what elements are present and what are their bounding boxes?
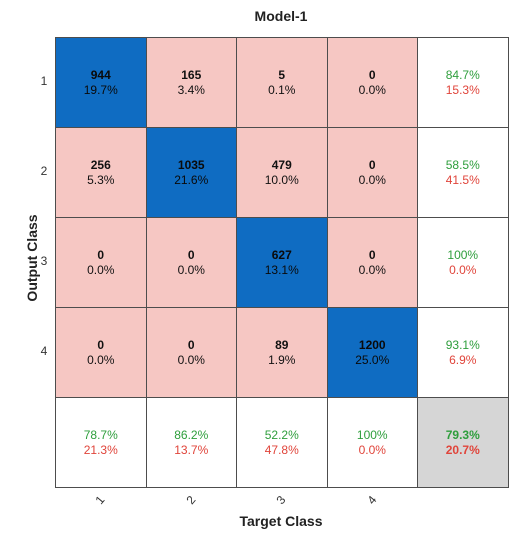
row-wrong-percent: 6.9% [449,352,477,367]
cell-count: 944 [90,67,111,82]
matrix-cell: 627 13.1% [236,217,328,308]
cell-percent: 21.6% [174,172,209,187]
cell-count: 479 [271,157,292,172]
column-wrong-percent: 13.7% [174,442,209,457]
cell-percent: 0.1% [268,82,296,97]
matrix-cell: 89 1.9% [236,307,328,398]
x-tick-label: 3 [273,492,289,508]
cell-percent: 5.3% [87,172,115,187]
y-tick-label: 1 [40,74,48,88]
row-wrong-percent: 0.0% [449,262,477,277]
column-correct-percent: 78.7% [83,427,118,442]
matrix-cell: 0 0.0% [145,307,237,398]
cell-count: 89 [275,337,289,352]
column-wrong-percent: 47.8% [264,442,299,457]
cell-count: 627 [271,247,292,262]
cell-count: 0 [187,247,195,262]
cell-percent: 0.0% [177,262,205,277]
x-tick-label: 4 [364,492,380,508]
cell-count: 1035 [177,157,205,172]
matrix-cell: 0 0.0% [145,217,237,308]
row-correct-percent: 58.5% [445,157,480,172]
cell-count: 0 [368,157,376,172]
column-correct-percent: 52.2% [264,427,299,442]
overall-accuracy-cell: 79.3% 20.7% [417,397,509,488]
y-tick-label: 3 [40,254,48,268]
cell-count: 165 [181,67,202,82]
cell-count: 256 [90,157,111,172]
cell-count: 0 [187,337,195,352]
row-correct-percent: 93.1% [445,337,480,352]
column-summary-cell: 100% 0.0% [326,397,418,488]
column-wrong-percent: 0.0% [358,442,386,457]
row-correct-percent: 100% [447,247,479,262]
cell-count: 0 [368,247,376,262]
y-tick-label: 4 [40,344,48,358]
row-summary-cell: 100% 0.0% [417,217,509,308]
x-axis-label: Target Class [239,513,323,529]
cell-percent: 0.0% [358,172,386,187]
row-wrong-percent: 41.5% [445,172,480,187]
matrix-cell: 5 0.1% [236,37,328,128]
x-tick-label: 1 [92,492,108,508]
cell-percent: 0.0% [87,352,115,367]
cell-percent: 0.0% [177,352,205,367]
cell-count: 0 [368,67,376,82]
cell-percent: 3.4% [177,82,205,97]
matrix-cell: 0 0.0% [55,307,147,398]
matrix-cell: 0 0.0% [326,217,418,308]
matrix-cell: 479 10.0% [236,127,328,218]
column-summary-cell: 86.2% 13.7% [145,397,237,488]
row-summary-cell: 93.1% 6.9% [417,307,509,398]
cell-count: 1200 [358,337,386,352]
matrix-cell: 256 5.3% [55,127,147,218]
cell-percent: 0.0% [87,262,115,277]
overall-correct-percent: 79.3% [445,427,480,442]
matrix-cell: 165 3.4% [145,37,237,128]
chart-title: Model-1 [254,8,308,24]
cell-percent: 10.0% [264,172,299,187]
cell-percent: 13.1% [264,262,299,277]
cell-count: 0 [97,337,105,352]
matrix-cell: 944 19.7% [55,37,147,128]
column-correct-percent: 100% [356,427,388,442]
matrix-cell: 0 0.0% [55,217,147,308]
cell-percent: 1.9% [268,352,296,367]
y-tick-label: 2 [40,164,48,178]
cell-count: 5 [278,67,286,82]
cell-percent: 19.7% [83,82,118,97]
matrix-cell: 1035 21.6% [145,127,237,218]
cell-count: 0 [97,247,105,262]
matrix-cell: 0 0.0% [326,127,418,218]
row-summary-cell: 84.7% 15.3% [417,37,509,128]
x-tick-label: 2 [183,492,199,508]
cell-percent: 25.0% [355,352,390,367]
row-summary-cell: 58.5% 41.5% [417,127,509,218]
row-wrong-percent: 15.3% [445,82,480,97]
column-summary-cell: 78.7% 21.3% [55,397,147,488]
cell-percent: 0.0% [358,262,386,277]
matrix-cell: 1200 25.0% [326,307,418,398]
column-wrong-percent: 21.3% [83,442,118,457]
matrix-cell: 0 0.0% [326,37,418,128]
column-summary-cell: 52.2% 47.8% [236,397,328,488]
overall-wrong-percent: 20.7% [445,442,480,457]
column-correct-percent: 86.2% [174,427,209,442]
cell-percent: 0.0% [358,82,386,97]
row-correct-percent: 84.7% [445,67,480,82]
